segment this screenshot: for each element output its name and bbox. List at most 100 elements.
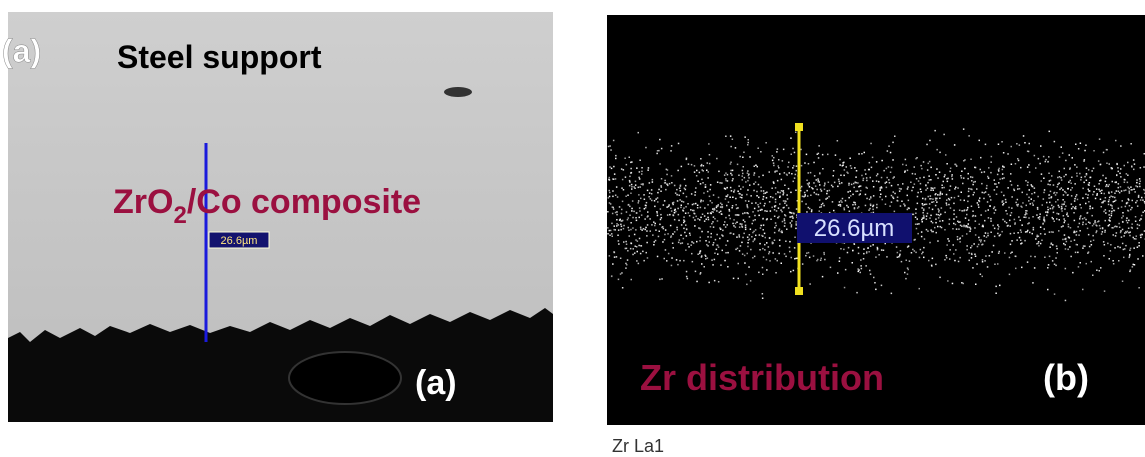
speckle (1077, 226, 1079, 228)
speckle (1128, 198, 1130, 200)
speckle (1106, 184, 1108, 186)
speckle (937, 240, 939, 242)
speckle (931, 202, 933, 204)
speckle (1044, 228, 1046, 230)
speckle (627, 259, 629, 261)
speckle (905, 278, 907, 280)
speckle (817, 154, 819, 156)
speckle (612, 213, 614, 215)
speckle (869, 162, 871, 164)
speckle (1109, 224, 1111, 226)
speckle (638, 194, 640, 196)
speckle (964, 168, 966, 170)
speckle (744, 212, 746, 214)
speckle (621, 209, 623, 211)
speckle (1017, 188, 1019, 190)
speckle (936, 198, 938, 200)
speckle (860, 193, 862, 195)
speckle (779, 239, 781, 241)
speckle (782, 221, 784, 223)
speckle (672, 234, 674, 236)
speckle (699, 219, 701, 221)
speckle (1139, 181, 1141, 183)
speckle (762, 218, 764, 220)
speckle (623, 225, 625, 227)
speckle (1016, 143, 1018, 145)
speckle (1006, 213, 1008, 215)
speckle (742, 173, 744, 175)
speckle (785, 241, 787, 243)
speckle (1131, 166, 1133, 168)
speckle (739, 156, 741, 158)
speckle (713, 211, 715, 213)
speckle (806, 180, 808, 182)
speckle (888, 166, 890, 168)
speckle (1094, 186, 1096, 188)
speckle (700, 201, 702, 203)
speckle (1016, 204, 1018, 206)
speckle (921, 168, 923, 170)
speckle (1011, 252, 1013, 254)
speckle (1131, 207, 1133, 209)
speckle (839, 257, 841, 259)
speckle (1142, 255, 1144, 257)
speckle (917, 192, 919, 194)
speckle (868, 209, 870, 211)
speckle (1134, 191, 1136, 193)
speckle (1043, 217, 1045, 219)
speckle (1086, 180, 1088, 182)
panel-label: (a) (415, 364, 457, 402)
speckle (845, 269, 847, 271)
speckle (856, 170, 858, 172)
speckle (876, 180, 878, 182)
speckle (890, 172, 892, 174)
speckle (1114, 210, 1116, 212)
speckle (987, 176, 989, 178)
speckle (626, 164, 628, 166)
speckle (748, 201, 750, 203)
speckle (1046, 202, 1048, 204)
speckle (729, 209, 731, 211)
speckle (1082, 289, 1084, 291)
speckle (747, 180, 749, 182)
speckle (1121, 236, 1123, 238)
speckle (966, 233, 968, 235)
speckle (948, 204, 950, 206)
speckle (1105, 212, 1107, 214)
speckle (1072, 206, 1074, 208)
speckle (624, 158, 626, 160)
speckle (746, 212, 748, 214)
speckle (753, 183, 755, 185)
speckle (946, 194, 948, 196)
speckle (1056, 245, 1058, 247)
speckle (971, 180, 973, 182)
speckle (975, 216, 977, 218)
speckle (655, 240, 657, 242)
speckle (1082, 247, 1084, 249)
speckle (633, 248, 635, 250)
speckle (914, 183, 916, 185)
speckle (869, 199, 871, 201)
speckle (725, 245, 727, 247)
speckle (944, 174, 946, 176)
speckle (738, 185, 740, 187)
speckle (936, 214, 938, 216)
speckle (792, 167, 794, 169)
speckle (1114, 193, 1116, 195)
speckle (1054, 221, 1056, 223)
speckle (791, 257, 793, 259)
speckle (676, 227, 678, 229)
speckle (1003, 177, 1005, 179)
speckle (920, 191, 922, 193)
speckle (631, 210, 633, 212)
speckle (714, 218, 716, 220)
speckle (1114, 247, 1116, 249)
speckle (623, 189, 625, 191)
speckle (886, 256, 888, 258)
speckle (921, 236, 923, 238)
speckle (806, 211, 808, 213)
speckle (1088, 189, 1090, 191)
speckle (899, 254, 901, 256)
speckle (870, 273, 872, 275)
speckle (655, 229, 657, 231)
